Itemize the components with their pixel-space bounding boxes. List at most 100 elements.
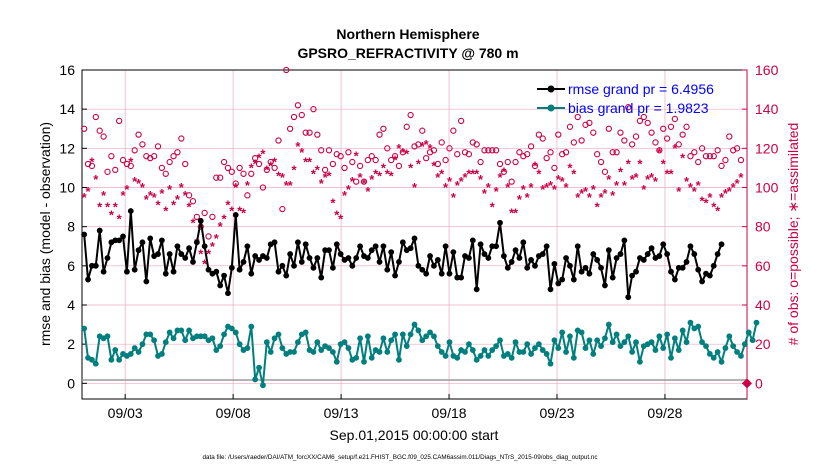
- obs-possible-point: [135, 131, 142, 138]
- bias-point: [497, 337, 503, 344]
- obs-assimilated-point: *: [354, 149, 360, 164]
- rmse-point: [306, 255, 313, 261]
- obs-assimilated-point: *: [653, 174, 659, 189]
- bias-point: [652, 347, 659, 353]
- obs-assimilated-point: *: [342, 188, 348, 203]
- obs-possible-point: [500, 168, 508, 175]
- obs-assimilated-point: *: [696, 178, 702, 193]
- y-tick-label-right: 60: [755, 258, 771, 274]
- rmse-point: [283, 272, 290, 279]
- x-axis-label: Sep.01,2015 00:00:00 start: [330, 427, 499, 443]
- obs-assimilated-point: *: [637, 157, 643, 172]
- obs-possible-point: [364, 156, 372, 164]
- rmse-point: [178, 251, 185, 257]
- obs-possible-point: [628, 141, 636, 148]
- rmse-point: [166, 251, 173, 257]
- obs-assimilated-point: *: [389, 168, 395, 183]
- rmse-point: [473, 286, 480, 293]
- y-tick-label-left: 0: [67, 375, 75, 391]
- rmse-point: [155, 251, 161, 257]
- bias-point: [333, 358, 340, 365]
- obs-assimilated-point: *: [93, 172, 99, 187]
- bias-point: [520, 349, 527, 355]
- obs-possible-point: [621, 137, 628, 144]
- rmse-point: [399, 239, 406, 246]
- obs-assimilated-point: *: [334, 207, 340, 222]
- rmse-point: [718, 241, 725, 248]
- rmse-point: [613, 255, 620, 261]
- y-tick-label-left: 12: [59, 140, 75, 156]
- obs-possible-point: [648, 129, 655, 136]
- rmse-point: [104, 255, 111, 261]
- obs-possible-point: [457, 117, 465, 125]
- bias-point: [683, 339, 690, 346]
- rmse-point: [438, 270, 445, 277]
- obs-assimilated-point: *: [474, 166, 480, 181]
- rmse-point: [582, 264, 589, 271]
- rmse-point: [291, 262, 297, 269]
- rmse-point: [85, 276, 91, 283]
- rmse-point: [407, 245, 414, 252]
- bias-point: [633, 339, 639, 346]
- rmse-point: [81, 231, 88, 238]
- bias-point: [162, 339, 169, 346]
- obs-assimilated-point: *: [109, 207, 115, 222]
- obs-assimilated-point: *: [591, 182, 597, 197]
- rmse-point: [710, 262, 717, 269]
- rmse-point: [411, 235, 418, 242]
- bias-point: [419, 337, 426, 344]
- rmse-point: [621, 237, 628, 244]
- rmse-point: [100, 268, 107, 275]
- bias-point: [384, 349, 391, 355]
- bias-point: [399, 331, 406, 338]
- obs-assimilated-point: *: [455, 178, 461, 193]
- obs-assimilated-point: *: [649, 170, 655, 185]
- obs-assimilated-point: *: [295, 139, 301, 154]
- bias-point: [139, 341, 146, 348]
- obs-possible-point: [566, 123, 574, 130]
- bias-point: [357, 335, 363, 342]
- rmse-point: [225, 290, 231, 297]
- obs-possible-point: [555, 131, 562, 138]
- rmse-point: [256, 257, 262, 263]
- bias-point: [112, 347, 119, 353]
- y-tick-label-right: 80: [755, 219, 771, 235]
- rmse-point: [217, 282, 224, 289]
- obs-possible-point: [663, 135, 671, 142]
- obs-assimilated-point: *: [117, 211, 123, 226]
- rmse-point: [458, 274, 465, 281]
- obs-assimilated-point: *: [148, 188, 154, 203]
- bias-point: [201, 333, 208, 340]
- bias-point: [151, 337, 158, 344]
- bias-point: [291, 349, 297, 355]
- bias-point: [454, 354, 461, 361]
- rmse-point: [190, 259, 196, 265]
- bias-point: [489, 347, 496, 353]
- obs-possible-point: [718, 162, 725, 170]
- y-tick-label-right: 120: [755, 140, 779, 156]
- bias-point: [629, 349, 636, 355]
- bias-point: [116, 356, 123, 363]
- obs-possible-point: [391, 153, 399, 160]
- obs-assimilated-point: *: [167, 182, 173, 197]
- rmse-point: [434, 257, 441, 263]
- bias-point: [563, 349, 569, 355]
- bias-point: [493, 343, 500, 350]
- x-tick-label: 09/18: [432, 405, 467, 421]
- bias-point: [427, 329, 433, 336]
- bias-point: [567, 333, 573, 340]
- obs-assimilated-point: *: [548, 178, 554, 193]
- obs-assimilated-point: *: [536, 166, 542, 181]
- bias-point: [539, 347, 546, 353]
- bias-point: [586, 337, 593, 344]
- obs-assimilated-point: *: [707, 190, 713, 205]
- bias-point: [660, 345, 667, 351]
- obs-possible-point: [205, 233, 212, 240]
- obs-possible-point: [419, 127, 426, 134]
- obs-possible-point: [345, 149, 352, 156]
- obs-possible-point: [524, 151, 531, 158]
- obs-possible-point: [710, 153, 717, 160]
- rmse-point: [368, 247, 375, 254]
- rmse-point: [380, 243, 387, 250]
- obs-assimilated-point: *: [517, 192, 523, 207]
